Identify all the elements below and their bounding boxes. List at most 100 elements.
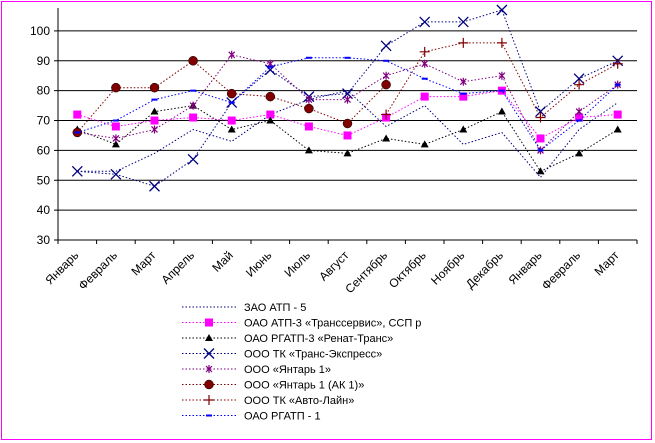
legend-item: ОАО РГАТП-3 «Ренат-Транс» <box>182 333 393 345</box>
data-point <box>380 40 392 52</box>
series-1 <box>77 90 618 179</box>
data-point <box>575 149 584 157</box>
series-line <box>385 42 618 119</box>
legend-item: ООО ТК «Транс-Экспресс» <box>182 348 382 361</box>
y-tick-label: 70 <box>37 114 51 128</box>
data-point <box>496 4 508 16</box>
x-tick-label: Август <box>316 248 352 284</box>
data-point <box>575 107 583 116</box>
series-line <box>76 60 387 133</box>
data-point <box>419 16 431 28</box>
data-point <box>459 125 468 133</box>
data-point <box>573 73 585 85</box>
data-point <box>205 318 213 327</box>
legend-label: ООО ТК «Транс-Экспресс» <box>244 349 382 361</box>
series-line <box>77 105 618 172</box>
data-point <box>536 134 545 143</box>
x-tick-label: Январь <box>42 248 81 287</box>
data-point <box>344 95 351 104</box>
series-lines <box>71 4 624 192</box>
data-point <box>149 82 160 93</box>
y-tick-label: 80 <box>37 84 51 98</box>
data-point <box>535 112 546 123</box>
x-tick-label: Июль <box>281 248 313 280</box>
legend: ЗАО АТП - 5 ОАО АТП-3 «Транссервис», ССП … <box>182 302 421 423</box>
data-point <box>266 116 275 124</box>
x-tick-label: Сентябрь <box>342 248 390 296</box>
series-6 <box>72 56 391 138</box>
data-point <box>305 95 313 104</box>
data-point <box>226 88 237 99</box>
y-tick-labels: 30 40 50 60 70 80 90 100 <box>30 24 50 247</box>
series-line <box>77 90 618 140</box>
data-point <box>71 165 83 177</box>
data-point <box>204 379 214 390</box>
data-point <box>343 149 352 157</box>
data-point <box>420 92 429 101</box>
x-tick-label: Декабрь <box>463 248 506 291</box>
data-point <box>151 125 158 134</box>
data-point <box>150 116 159 125</box>
legend-label: ООО «Янтарь 1 (АК 1)» <box>244 380 364 392</box>
legend-item: ОАО РГАТП - 1 <box>182 411 321 423</box>
data-point <box>381 79 391 90</box>
data-point <box>203 348 215 359</box>
data-point <box>149 180 160 192</box>
data-point <box>382 71 390 80</box>
y-tick-label: 90 <box>37 54 51 68</box>
legend-item: ООО «Янтарь 1 (АК 1)» <box>182 380 364 392</box>
data-point <box>205 334 213 341</box>
data-point <box>382 134 391 142</box>
data-point <box>458 37 469 48</box>
data-point <box>459 77 467 86</box>
data-point <box>204 395 214 405</box>
data-point <box>343 131 352 140</box>
y-tick-label: 100 <box>30 24 50 38</box>
data-point <box>111 82 121 93</box>
data-point <box>535 106 546 118</box>
x-tick-label: Ноябрь <box>428 248 467 287</box>
data-point <box>574 79 585 90</box>
data-point <box>111 140 120 148</box>
x-tick-label: Февраль <box>539 248 583 292</box>
x-tick-label: Октябрь <box>386 248 429 291</box>
data-point <box>188 56 198 66</box>
legend-item: ЗАО АТП - 5 <box>182 302 306 314</box>
data-point <box>421 59 429 68</box>
axes <box>54 8 638 244</box>
data-point <box>304 103 314 114</box>
legend-label: ОАО РГАТП-3 «Ренат-Транс» <box>244 333 393 345</box>
x-tick-label: Апрель <box>159 248 198 287</box>
series-5 <box>73 50 622 155</box>
x-tick-label: Май <box>209 248 236 275</box>
data-point <box>304 122 313 131</box>
legend-item: ОАО АТП-3 «Транссервис», ССП р <box>182 318 421 330</box>
data-point <box>111 122 120 131</box>
data-point <box>613 110 622 119</box>
data-point <box>381 109 392 120</box>
data-point <box>227 116 236 125</box>
data-point <box>265 91 276 102</box>
data-point <box>420 140 429 148</box>
data-point <box>419 46 430 57</box>
legend-item: ООО ТК «Авто-Лайн» <box>182 395 354 407</box>
data-point <box>227 125 236 133</box>
legend-label: ОАО АТП-3 «Транссервис», ССП р <box>244 318 421 330</box>
y-tick-label: 60 <box>37 143 51 157</box>
x-tick-label: Январь <box>506 248 545 287</box>
data-point <box>536 167 545 175</box>
series-7 <box>381 37 623 123</box>
series-line <box>77 9 618 187</box>
data-point <box>187 153 199 165</box>
data-point <box>73 110 82 119</box>
data-point <box>205 365 213 373</box>
data-point <box>228 50 236 59</box>
series-line <box>77 90 618 179</box>
legend-label: ООО «Янтарь 1» <box>244 364 331 376</box>
data-point <box>342 118 353 129</box>
data-point <box>498 71 506 80</box>
x-tick-label: Март <box>128 248 159 279</box>
